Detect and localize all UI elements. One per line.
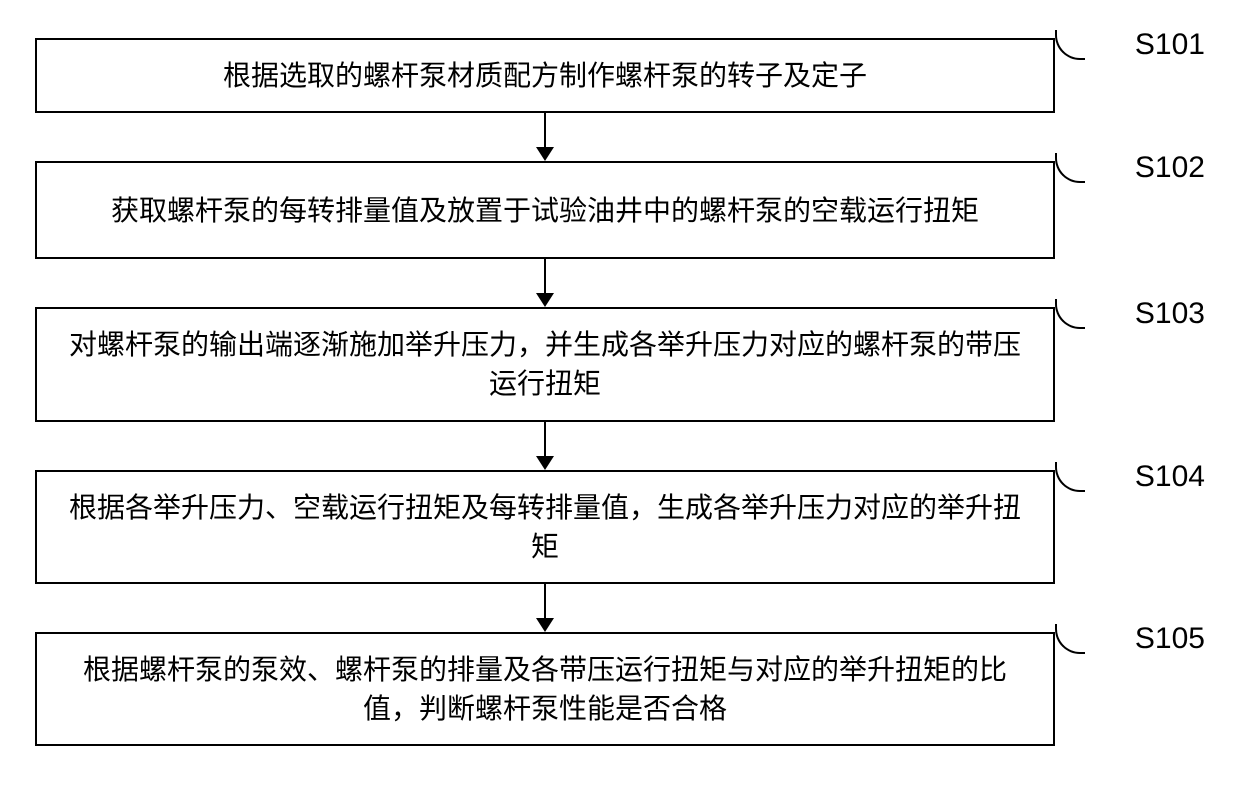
step-label-2: S102 [1135, 151, 1205, 185]
arrow-1 [35, 113, 1055, 161]
label-connector-5 [1055, 624, 1085, 654]
step-label-3: S103 [1135, 297, 1205, 331]
step-wrapper-3: S103 对螺杆泵的输出端逐渐施加举升压力，并生成各举升压力对应的螺杆泵的带压运… [20, 307, 1220, 421]
step-label-4: S104 [1135, 460, 1205, 494]
label-connector-3 [1055, 299, 1085, 329]
arrow-head-2 [536, 293, 554, 307]
step-wrapper-1: S101 根据选取的螺杆泵材质配方制作螺杆泵的转子及定子 [20, 38, 1220, 113]
arrow-head-1 [536, 147, 554, 161]
step-wrapper-5: S105 根据螺杆泵的泵效、螺杆泵的排量及各带压运行扭矩与对应的举升扭矩的比值，… [20, 632, 1220, 746]
arrow-head-4 [536, 618, 554, 632]
step-label-1: S101 [1135, 28, 1205, 62]
step-label-5: S105 [1135, 622, 1205, 656]
step-text-1: 根据选取的螺杆泵材质配方制作螺杆泵的转子及定子 [223, 56, 867, 95]
label-connector-4 [1055, 462, 1085, 492]
arrow-head-3 [536, 456, 554, 470]
step-text-4: 根据各举升压力、空载运行扭矩及每转排量值，生成各举升压力对应的举升扭矩 [57, 488, 1033, 566]
step-text-3: 对螺杆泵的输出端逐渐施加举升压力，并生成各举升压力对应的螺杆泵的带压运行扭矩 [57, 325, 1033, 403]
step-text-2: 获取螺杆泵的每转排量值及放置于试验油井中的螺杆泵的空载运行扭矩 [111, 191, 979, 230]
step-box-5: 根据螺杆泵的泵效、螺杆泵的排量及各带压运行扭矩与对应的举升扭矩的比值，判断螺杆泵… [35, 632, 1055, 746]
arrow-3 [35, 422, 1055, 470]
arrow-4 [35, 584, 1055, 632]
arrow-line-2 [544, 259, 546, 295]
step-wrapper-2: S102 获取螺杆泵的每转排量值及放置于试验油井中的螺杆泵的空载运行扭矩 [20, 161, 1220, 259]
step-text-5: 根据螺杆泵的泵效、螺杆泵的排量及各带压运行扭矩与对应的举升扭矩的比值，判断螺杆泵… [57, 650, 1033, 728]
arrow-line-1 [544, 113, 546, 149]
step-box-4: 根据各举升压力、空载运行扭矩及每转排量值，生成各举升压力对应的举升扭矩 [35, 470, 1055, 584]
step-box-3: 对螺杆泵的输出端逐渐施加举升压力，并生成各举升压力对应的螺杆泵的带压运行扭矩 [35, 307, 1055, 421]
arrow-line-3 [544, 422, 546, 458]
flowchart-container: S101 根据选取的螺杆泵材质配方制作螺杆泵的转子及定子 S102 获取螺杆泵的… [20, 20, 1220, 746]
label-connector-2 [1055, 153, 1085, 183]
step-wrapper-4: S104 根据各举升压力、空载运行扭矩及每转排量值，生成各举升压力对应的举升扭矩 [20, 470, 1220, 584]
arrow-2 [35, 259, 1055, 307]
label-connector-1 [1055, 30, 1085, 60]
step-box-2: 获取螺杆泵的每转排量值及放置于试验油井中的螺杆泵的空载运行扭矩 [35, 161, 1055, 259]
arrow-line-4 [544, 584, 546, 620]
step-box-1: 根据选取的螺杆泵材质配方制作螺杆泵的转子及定子 [35, 38, 1055, 113]
